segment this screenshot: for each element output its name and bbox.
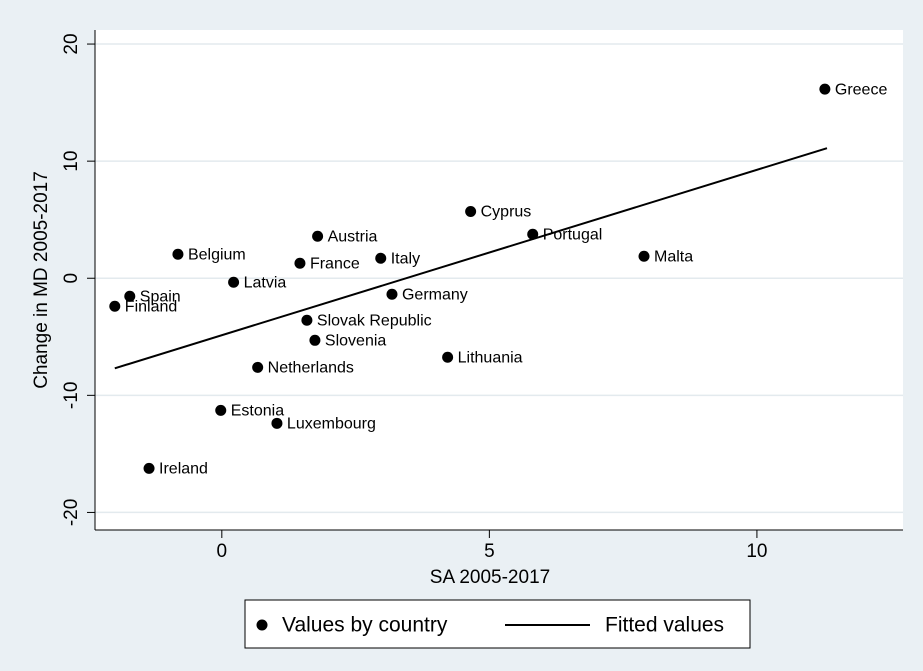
- legend-key: [256, 619, 268, 631]
- legend: [244, 599, 751, 649]
- x-axis-title: SA 2005-2017: [430, 567, 550, 588]
- point-label: Germany: [402, 287, 468, 304]
- point: [172, 248, 184, 260]
- point: [819, 83, 831, 95]
- point: [109, 300, 121, 312]
- point-label: Malta: [654, 248, 693, 265]
- y-tick-label: -20: [61, 499, 82, 526]
- point-label: Italy: [391, 250, 420, 267]
- point-label: Spain: [140, 288, 181, 305]
- point: [252, 361, 264, 373]
- plot-area: [95, 30, 903, 530]
- legend-label: Values by country: [282, 614, 448, 637]
- point: [271, 417, 283, 429]
- point-label: France: [310, 255, 360, 272]
- point: [301, 314, 313, 326]
- point-label: Latvia: [244, 274, 287, 291]
- point-label: Slovak Republic: [317, 312, 432, 329]
- point-label: Ireland: [159, 461, 208, 478]
- y-tick-label: 20: [61, 33, 82, 54]
- point: [294, 257, 306, 269]
- point-label: Belgium: [188, 246, 246, 263]
- point: [228, 276, 240, 288]
- x-tick-label: 0: [217, 541, 228, 562]
- point-label: Austria: [328, 228, 378, 245]
- point-label: Finland: [125, 298, 177, 315]
- point: [143, 462, 155, 474]
- y-tick-label: -10: [61, 382, 82, 409]
- point: [375, 252, 387, 264]
- y-tick-label: 0: [61, 273, 82, 284]
- point-label: Estonia: [231, 403, 284, 420]
- y-axis-title: Change in MD 2005-2017: [31, 171, 52, 389]
- x-tick-label: 10: [746, 541, 767, 562]
- point: [215, 404, 227, 416]
- point-label: Netherlands: [268, 360, 354, 377]
- point: [386, 288, 398, 300]
- point-label: Luxembourg: [287, 416, 376, 433]
- point-label: Cyprus: [481, 204, 532, 221]
- point: [442, 351, 454, 363]
- point-label: Greece: [835, 81, 888, 98]
- y-tick-label: 10: [61, 151, 82, 172]
- fit-line: [114, 147, 828, 370]
- point: [638, 250, 650, 262]
- point: [309, 334, 321, 346]
- point: [312, 230, 324, 242]
- point: [465, 205, 477, 217]
- point-label: Slovenia: [325, 333, 386, 350]
- legend-label: Fitted values: [605, 614, 724, 637]
- point-label: Lithuania: [458, 350, 523, 367]
- x-tick-label: 5: [484, 541, 495, 562]
- point-label: Portugal: [543, 226, 603, 243]
- point: [527, 228, 539, 240]
- point: [124, 290, 136, 302]
